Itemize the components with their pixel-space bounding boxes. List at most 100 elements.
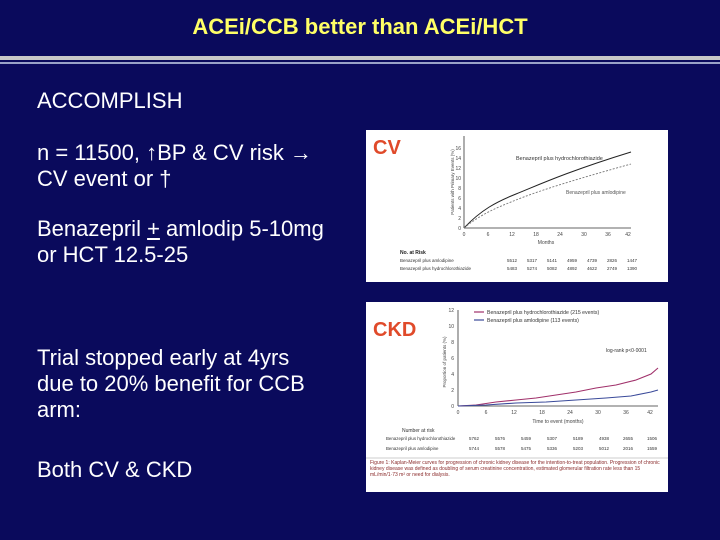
svg-text:12: 12 [448, 308, 454, 314]
ckd-risk-cell: 5012 [599, 446, 610, 451]
ckd-risk-cell: 1559 [647, 446, 658, 451]
svg-text:2: 2 [458, 216, 461, 222]
ckd-risk-cell: 5203 [573, 446, 584, 451]
ckd-risk-row1: 5762 5576 5459 5307 5189 4938 2655 1506 [469, 436, 658, 441]
svg-text:42: 42 [647, 410, 653, 416]
bullet-stopped-early: Trial stopped early at 4yrs due to 20% b… [37, 345, 305, 422]
cv-label-amlodipine: Benazepril plus amlodipine [566, 190, 626, 196]
ckd-risk-cell: 5336 [547, 446, 558, 451]
trial-name: ACCOMPLISH [37, 88, 183, 113]
cv-risk-header: No. at Risk [400, 250, 426, 256]
ckd-axes [457, 310, 658, 407]
cv-risk-cell: 5483 [507, 266, 518, 271]
svg-text:30: 30 [581, 232, 587, 238]
ckd-legend-hct: Benazepril plus hydrochlorothiazide (215… [487, 310, 599, 316]
ckd-curve-hct [457, 367, 659, 407]
ckd-caption: Figure 1: Kaplan-Meier curves for progre… [370, 460, 660, 478]
cv-risk-cell: 4892 [567, 266, 578, 271]
ckd-caption-box: Figure 1: Kaplan-Meier curves for progre… [370, 460, 660, 478]
svg-text:4: 4 [458, 206, 461, 212]
cv-curve-amlodipine [463, 163, 632, 229]
svg-text:12: 12 [509, 232, 515, 238]
cv-label-hct: Benazepril plus hydrochlorothiazide [516, 156, 603, 162]
svg-text:0: 0 [451, 404, 454, 410]
cv-risk-row2: 5483 5274 5082 4892 4622 2749 1390 [507, 266, 638, 271]
svg-text:18: 18 [533, 232, 539, 238]
ckd-risk-cell: 5744 [469, 446, 480, 451]
ckd-figure-svg: Benazepril plus hydrochlorothiazide (215… [366, 308, 668, 478]
cv-risk-cell: 5141 [547, 258, 558, 263]
regimen-text-a: Benazepril [37, 216, 148, 241]
svg-text:12: 12 [455, 166, 461, 172]
svg-text:10: 10 [455, 176, 461, 182]
svg-text:16: 16 [455, 146, 461, 152]
ckd-risk-cell: 2016 [623, 446, 634, 451]
cv-risk-cell: 4959 [567, 258, 578, 263]
ckd-risk-cell: 2655 [623, 436, 634, 441]
cv-risk-cell: 5082 [547, 266, 558, 271]
ckd-risk-header: Number at risk [402, 428, 435, 434]
svg-text:24: 24 [567, 410, 573, 416]
ckd-risk-row2-label: Benazepril plus amlodipine [386, 446, 439, 451]
ckd-risk-row1-label: Benazepril plus hydrochlorothiazide [386, 436, 456, 441]
plus-minus-symbol: + [147, 216, 160, 241]
ckd-xticks: 0 6 12 18 24 30 36 42 [457, 410, 653, 416]
svg-text:6: 6 [487, 232, 490, 238]
svg-text:36: 36 [605, 232, 611, 238]
svg-text:4: 4 [451, 372, 454, 378]
svg-text:42: 42 [625, 232, 631, 238]
ckd-yticks: 0 2 4 6 8 10 12 [448, 308, 454, 410]
bullet-population: n = 11500, ↑BP & CV risk → CV event or † [37, 140, 312, 191]
ckd-risk-cell: 5576 [495, 436, 506, 441]
ckd-ylabel: Proportion of patients (%) [442, 336, 447, 388]
slide-title: ACEi/CCB better than ACEi/HCT [192, 14, 528, 39]
cv-risk-cell: 4739 [587, 258, 598, 263]
cv-xlabel: Months [538, 240, 555, 246]
ckd-xlabel: Time to event (months) [532, 419, 584, 425]
title-divider [0, 56, 720, 60]
ckd-risk-cell: 4938 [599, 436, 610, 441]
svg-text:24: 24 [557, 232, 563, 238]
svg-text:0: 0 [458, 226, 461, 232]
svg-text:36: 36 [623, 410, 629, 416]
cv-risk-cell: 1390 [627, 266, 638, 271]
ckd-logrank: log-rank p<0·0001 [606, 348, 647, 354]
svg-text:6: 6 [451, 356, 454, 362]
ckd-risk-cell: 5475 [521, 446, 532, 451]
ckd-legend: Benazepril plus hydrochlorothiazide (215… [474, 310, 599, 324]
cv-risk-row1: 5512 5317 5141 4959 4739 2826 1447 [507, 258, 638, 263]
svg-text:0: 0 [463, 232, 466, 238]
cv-ylabel: Patients with Primary Events (%) [450, 149, 455, 215]
svg-text:10: 10 [448, 324, 454, 330]
ckd-curve-amlodipine [457, 389, 659, 407]
svg-text:18: 18 [539, 410, 545, 416]
cv-curve-hct [463, 151, 632, 229]
ckd-risk-cell: 5189 [573, 436, 584, 441]
cv-xticks: 0 6 12 18 24 30 36 42 [463, 232, 631, 238]
ckd-risk-cell: 1506 [647, 436, 658, 441]
svg-text:8: 8 [458, 186, 461, 192]
bullet-outcomes: Both CV & CKD [37, 457, 193, 482]
regimen-text-b: amlodip 5-10mg or HCT 12.5-25 [37, 216, 324, 267]
cv-ticks: 0 2 4 6 8 10 12 14 16 [455, 146, 461, 232]
cv-risk-cell: 1447 [627, 258, 638, 263]
ckd-risk-cell: 5307 [547, 436, 558, 441]
cv-axes [463, 136, 631, 229]
cv-risk-row2-label: Benazepril plus hydrochlorothiazide [400, 266, 472, 271]
cv-tag: CV [373, 137, 401, 159]
svg-text:14: 14 [455, 156, 461, 162]
cv-risk-cell: 2826 [607, 258, 618, 263]
cv-risk-row1-label: Benazepril plus amlodipine [400, 258, 454, 263]
svg-text:6: 6 [458, 196, 461, 202]
ckd-kaplan-meier-figure: Benazepril plus hydrochlorothiazide (215… [366, 302, 668, 492]
cv-risk-cell: 5274 [527, 266, 538, 271]
svg-text:30: 30 [595, 410, 601, 416]
svg-text:0: 0 [457, 410, 460, 416]
svg-text:12: 12 [511, 410, 517, 416]
ckd-legend-amlodipine: Benazepril plus amlodipine (113 events) [487, 318, 579, 324]
ckd-tag: CKD [373, 319, 417, 341]
ckd-risk-cell: 5578 [495, 446, 506, 451]
ckd-risk-row2: 5744 5578 5475 5336 5203 5012 2016 1559 [469, 446, 658, 451]
